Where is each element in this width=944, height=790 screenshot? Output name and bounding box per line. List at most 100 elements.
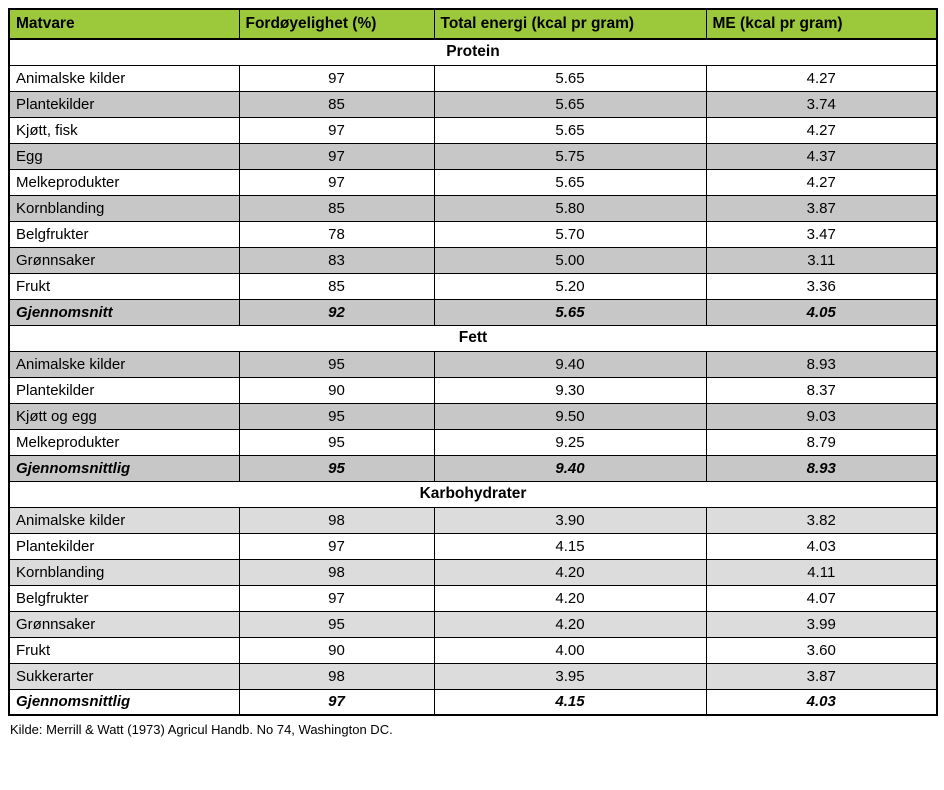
- cell-energi: 5.65: [433, 116, 707, 144]
- table-row: Egg 97 5.75 4.37: [8, 142, 938, 170]
- cell-ford: 97: [238, 64, 435, 92]
- cell-energi: 5.80: [433, 194, 707, 222]
- cell-matvare: Kjøtt, fisk: [8, 116, 240, 144]
- column-header: ME (kcal pr gram): [705, 8, 938, 40]
- cell-ford: 95: [238, 454, 435, 482]
- cell-me: 4.11: [705, 558, 938, 586]
- cell-energi: 4.15: [433, 688, 707, 716]
- section-header-row: Protein: [8, 38, 938, 66]
- cell-ford: 98: [238, 662, 435, 690]
- cell-ford: 85: [238, 194, 435, 222]
- cell-energi: 4.15: [433, 532, 707, 560]
- table-row: Plantekilder 85 5.65 3.74: [8, 90, 938, 118]
- cell-me: 4.27: [705, 168, 938, 196]
- cell-ford: 95: [238, 350, 435, 378]
- cell-ford: 95: [238, 402, 435, 430]
- table-row: Melkeprodukter 95 9.25 8.79: [8, 428, 938, 456]
- cell-me: 4.27: [705, 116, 938, 144]
- cell-energi: 9.25: [433, 428, 707, 456]
- table-row: Belgfrukter 78 5.70 3.47: [8, 220, 938, 248]
- average-row: Gjennomsnittlig 97 4.15 4.03: [8, 688, 938, 716]
- cell-ford: 90: [238, 636, 435, 664]
- cell-energi: 4.20: [433, 558, 707, 586]
- cell-me: 3.11: [705, 246, 938, 274]
- cell-me: 3.87: [705, 194, 938, 222]
- cell-energi: 3.95: [433, 662, 707, 690]
- cell-matvare: Plantekilder: [8, 376, 240, 404]
- cell-energi: 5.75: [433, 142, 707, 170]
- cell-ford: 97: [238, 116, 435, 144]
- section-header-row: Fett: [8, 324, 938, 352]
- cell-ford: 97: [238, 584, 435, 612]
- cell-me: 4.07: [705, 584, 938, 612]
- table-row: Frukt 90 4.00 3.60: [8, 636, 938, 664]
- cell-me: 3.74: [705, 90, 938, 118]
- cell-ford: 83: [238, 246, 435, 274]
- cell-me: 8.93: [705, 454, 938, 482]
- cell-energi: 5.65: [433, 64, 707, 92]
- table-row: Melkeprodukter 97 5.65 4.27: [8, 168, 938, 196]
- cell-ford: 95: [238, 428, 435, 456]
- cell-energi: 5.00: [433, 246, 707, 274]
- cell-ford: 90: [238, 376, 435, 404]
- table-row: Sukkerarter 98 3.95 3.87: [8, 662, 938, 690]
- cell-me: 3.47: [705, 220, 938, 248]
- cell-matvare: Kjøtt og egg: [8, 402, 240, 430]
- cell-ford: 98: [238, 506, 435, 534]
- cell-me: 3.36: [705, 272, 938, 300]
- table-row: Animalske kilder 98 3.90 3.82: [8, 506, 938, 534]
- food-table: Matvare Fordøyelighet (%) Total energi (kc…: [8, 8, 938, 716]
- table-row: Plantekilder 97 4.15 4.03: [8, 532, 938, 560]
- cell-energi: 4.20: [433, 584, 707, 612]
- cell-matvare: Frukt: [8, 272, 240, 300]
- cell-matvare: Egg: [8, 142, 240, 170]
- column-header: Total energi (kcal pr gram): [433, 8, 707, 40]
- cell-ford: 85: [238, 90, 435, 118]
- cell-ford: 85: [238, 272, 435, 300]
- table-row: Kornblanding 85 5.80 3.87: [8, 194, 938, 222]
- table-row: Grønnsaker 95 4.20 3.99: [8, 610, 938, 638]
- cell-matvare: Frukt: [8, 636, 240, 664]
- cell-energi: 3.90: [433, 506, 707, 534]
- section-title: Protein: [8, 38, 938, 66]
- cell-me: 8.79: [705, 428, 938, 456]
- cell-matvare: Animalske kilder: [8, 64, 240, 92]
- table-row: Plantekilder 90 9.30 8.37: [8, 376, 938, 404]
- cell-me: 9.03: [705, 402, 938, 430]
- table-row: Grønnsaker 83 5.00 3.11: [8, 246, 938, 274]
- cell-me: 8.37: [705, 376, 938, 404]
- table-row: Kornblanding 98 4.20 4.11: [8, 558, 938, 586]
- cell-energi: 5.20: [433, 272, 707, 300]
- cell-matvare: Belgfrukter: [8, 584, 240, 612]
- table-row: Kjøtt og egg 95 9.50 9.03: [8, 402, 938, 430]
- cell-matvare: Plantekilder: [8, 532, 240, 560]
- cell-matvare: Sukkerarter: [8, 662, 240, 690]
- table-row: Animalske kilder 97 5.65 4.27: [8, 64, 938, 92]
- cell-ford: 78: [238, 220, 435, 248]
- cell-me: 3.99: [705, 610, 938, 638]
- table-row: Animalske kilder 95 9.40 8.93: [8, 350, 938, 378]
- cell-ford: 97: [238, 168, 435, 196]
- cell-ford: 97: [238, 142, 435, 170]
- cell-me: 8.93: [705, 350, 938, 378]
- column-header: Matvare: [8, 8, 240, 40]
- cell-energi: 4.20: [433, 610, 707, 638]
- cell-matvare: Grønnsaker: [8, 246, 240, 274]
- table-row: Belgfrukter 97 4.20 4.07: [8, 584, 938, 612]
- cell-energi: 9.30: [433, 376, 707, 404]
- cell-energi: 9.40: [433, 454, 707, 482]
- section-title: Karbohydrater: [8, 480, 938, 508]
- table-body: Protein Animalske kilder 97 5.65 4.27 Plantek…: [8, 38, 938, 716]
- cell-me: 4.37: [705, 142, 938, 170]
- cell-matvare: Gjennomsnittlig: [8, 688, 240, 716]
- cell-matvare: Melkeprodukter: [8, 428, 240, 456]
- cell-matvare: Belgfrukter: [8, 220, 240, 248]
- cell-matvare: Plantekilder: [8, 90, 240, 118]
- source-note: Kilde: Merrill & Watt (1973) Agricul Han…: [10, 722, 393, 737]
- cell-ford: 97: [238, 688, 435, 716]
- table-row: Frukt 85 5.20 3.36: [8, 272, 938, 300]
- cell-matvare: Kornblanding: [8, 194, 240, 222]
- cell-me: 3.87: [705, 662, 938, 690]
- cell-energi: 9.50: [433, 402, 707, 430]
